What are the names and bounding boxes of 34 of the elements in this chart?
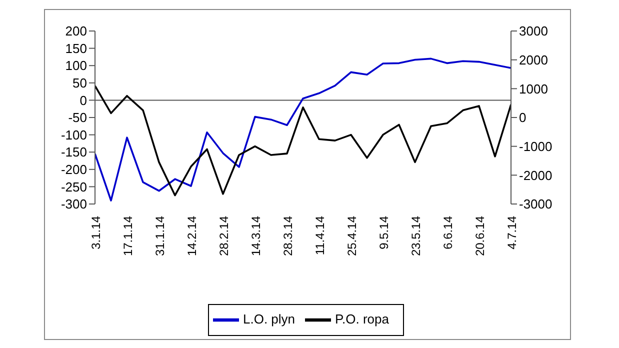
y2-tick-label: 1000: [519, 81, 548, 96]
y-tick-label: 50: [72, 76, 87, 91]
x-tick-label: 6.6.14: [441, 216, 455, 250]
y-tick-label: -200: [60, 162, 87, 178]
x-tick-label: 17.1.14: [121, 216, 135, 256]
y2-tick-label: 2000: [519, 52, 548, 68]
y2-tick-label: 0: [519, 110, 526, 126]
y2-tick-label: -2000: [519, 168, 552, 183]
y2-tick-label: 3000: [519, 24, 548, 39]
x-tick-label: 23.5.14: [409, 216, 423, 256]
x-tick-label: 28.3.14: [281, 216, 295, 256]
y-tick-label: -300: [60, 196, 87, 212]
x-tick-label: 11.4.14: [313, 216, 327, 256]
y-tick-label: -250: [60, 179, 87, 194]
y-tick-label: -50: [68, 110, 87, 126]
y2-tick-label: -3000: [519, 196, 552, 212]
y2-tick-label: -1000: [519, 138, 552, 154]
y-tick-label: 150: [65, 40, 87, 56]
x-tick-label: 25.4.14: [345, 216, 359, 256]
x-tick-label: 14.3.14: [249, 216, 263, 256]
y-tick-label: 100: [65, 58, 87, 74]
x-tick-label: 9.5.14: [377, 216, 391, 250]
legend-label: P.O. ropa: [335, 311, 389, 326]
y-tick-label: -100: [60, 127, 87, 142]
x-tick-label: 3.1.14: [89, 216, 103, 250]
x-tick-label: 28.2.14: [217, 216, 231, 256]
x-tick-label: 20.6.14: [473, 216, 487, 256]
x-tick-label: 14.2.14: [185, 216, 199, 256]
legend-label: L.O. plyn: [243, 311, 296, 326]
x-tick-label: 4.7.14: [505, 216, 519, 250]
y-tick-label: 200: [65, 24, 87, 39]
x-tick-label: 31.1.14: [153, 216, 167, 256]
y-tick-label: 0: [80, 92, 87, 108]
y-tick-label: -150: [60, 144, 87, 160]
